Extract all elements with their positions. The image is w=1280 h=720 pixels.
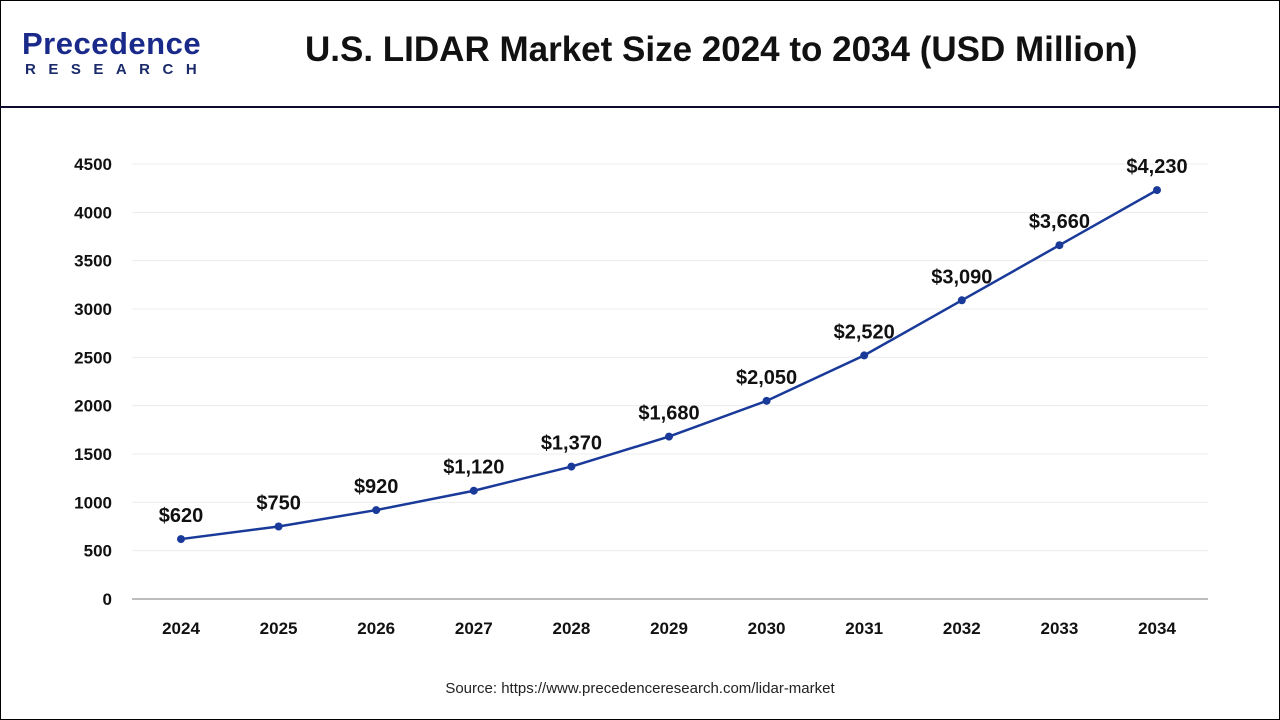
y-tick-label: 1500 xyxy=(74,445,112,464)
x-tick-label: 2025 xyxy=(260,619,298,638)
data-point xyxy=(177,535,185,544)
data-label: $3,660 xyxy=(1029,211,1090,233)
data-label: $1,370 xyxy=(541,433,602,455)
data-point xyxy=(762,396,771,405)
logo-main-text: Precedence xyxy=(22,26,202,61)
data-label: $3,090 xyxy=(931,266,992,288)
chart-title: U.S. LIDAR Market Size 2024 to 2034 (USD… xyxy=(305,30,1138,69)
x-tick-label: 2026 xyxy=(357,619,395,638)
precedence-research-logo: Precedence RESEARCH xyxy=(22,26,210,79)
y-tick-label: 3000 xyxy=(74,300,112,319)
y-tick-label: 4000 xyxy=(74,203,112,222)
logo-sub-text: RESEARCH xyxy=(25,61,210,78)
source-text: Source: https://www.precedenceresearch.c… xyxy=(445,680,835,697)
data-point xyxy=(1153,186,1161,195)
data-point xyxy=(372,506,381,515)
y-tick-label: 500 xyxy=(84,542,112,561)
header: Precedence RESEARCH U.S. LIDAR Market Si… xyxy=(0,0,1280,108)
data-label: $2,520 xyxy=(834,321,895,343)
data-point xyxy=(469,486,478,495)
data-label: $2,050 xyxy=(736,367,797,389)
series-line xyxy=(180,189,1158,541)
data-label: $1,680 xyxy=(638,403,699,425)
y-tick-label: 4500 xyxy=(74,155,112,174)
y-tick-label: 2000 xyxy=(74,397,112,416)
x-tick-label: 2030 xyxy=(748,619,786,638)
data-label: $750 xyxy=(256,493,301,515)
data-point xyxy=(1055,241,1064,250)
data-label: $920 xyxy=(354,476,399,498)
data-label: $4,230 xyxy=(1126,156,1187,178)
y-tick-label: 0 xyxy=(103,590,112,609)
data-label: $620 xyxy=(159,505,204,527)
data-point xyxy=(860,351,869,360)
x-tick-label: 2027 xyxy=(455,619,493,638)
data-point xyxy=(567,462,576,471)
x-tick-label: 2028 xyxy=(552,619,590,638)
y-tick-label: 2500 xyxy=(74,348,112,367)
x-tick-label: 2032 xyxy=(943,619,981,638)
x-tick-label: 2033 xyxy=(1040,619,1078,638)
x-tick-label: 2034 xyxy=(1138,619,1176,638)
y-tick-label: 3500 xyxy=(74,252,112,271)
x-tick-label: 2024 xyxy=(162,619,200,638)
x-tick-label: 2029 xyxy=(650,619,688,638)
data-point xyxy=(957,296,966,305)
x-tick-label: 2031 xyxy=(845,619,883,638)
data-point xyxy=(665,432,673,441)
data-point xyxy=(274,522,283,531)
data-label: $1,120 xyxy=(443,457,504,479)
y-tick-label: 1000 xyxy=(74,493,112,512)
